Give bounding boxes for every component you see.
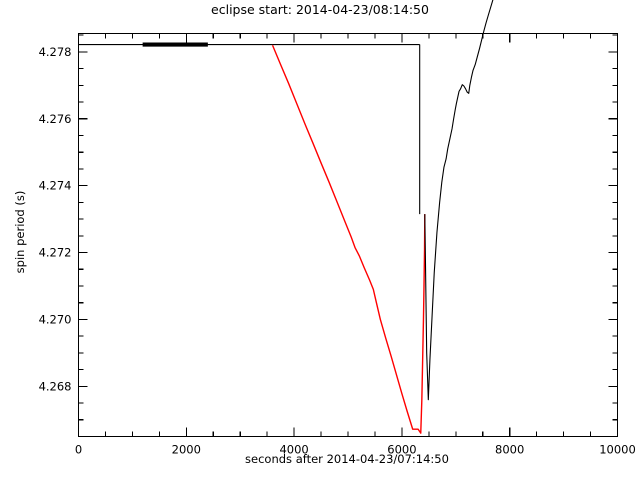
series-path: [271, 44, 426, 434]
x-tick-label: 0: [75, 443, 82, 457]
y-tick-label: 4.276: [39, 112, 72, 126]
y-tick-label: 4.272: [39, 246, 72, 260]
y-tick-labels: 4.268 4.270 4.272 4.274 4.276 4.278: [39, 45, 72, 393]
x-tick-label: 4000: [279, 443, 308, 457]
x-axis-title: seconds after 2014-04-23/07:14:50: [245, 452, 449, 466]
plot-frame: [77, 32, 619, 438]
major-ticks: [77, 33, 619, 437]
x-tick-label: 2000: [172, 443, 201, 457]
data-series-group: [78, 0, 494, 434]
y-tick-label: 4.268: [39, 379, 72, 393]
x-tick-label: 6000: [387, 443, 416, 457]
y-tick-label: 4.278: [39, 45, 72, 59]
chart-title: eclipse start: 2014-04-23/08:14:50: [211, 2, 429, 17]
x-tick-label: 8000: [495, 443, 524, 457]
y-tick-label: 4.274: [39, 179, 72, 193]
x-tick-labels: 0 2000 4000 6000 8000 10000: [75, 443, 636, 457]
y-tick-label: 4.270: [39, 312, 72, 326]
series-path: [424, 0, 494, 401]
axes-frame: [77, 32, 619, 438]
minor-ticks: [78, 33, 618, 438]
y-axis-title: spin period (s): [13, 191, 27, 274]
x-tick-label: 10000: [599, 443, 636, 457]
